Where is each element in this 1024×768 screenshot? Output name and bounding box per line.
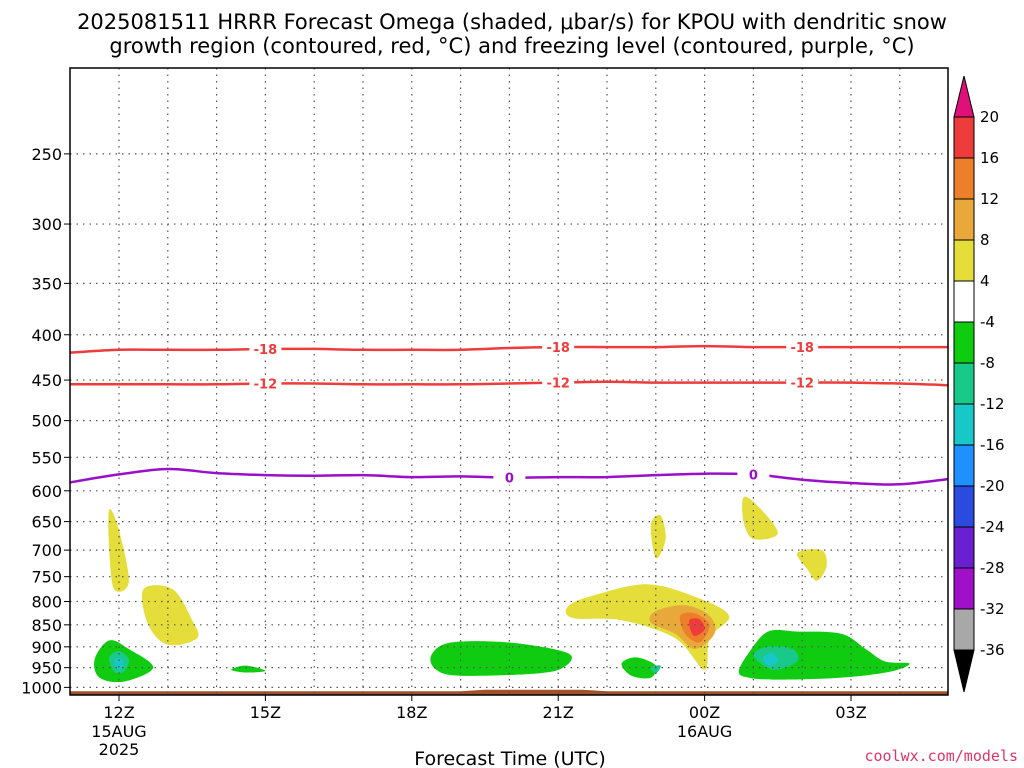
contour-label-bg: [737, 466, 770, 482]
contour-label: -18: [546, 341, 570, 356]
colorbar-label: -28: [980, 559, 1005, 577]
omega-region: [565, 584, 730, 670]
colorbar-bin: [953, 485, 975, 528]
chart-title-line2: growth region (contoured, red, °C) and f…: [109, 34, 914, 58]
contour-label: -12: [546, 377, 570, 392]
y-tick-label: 900: [31, 638, 62, 657]
omega-region: [742, 496, 778, 540]
colorbar-bin: [953, 608, 975, 651]
omega-region: [689, 618, 705, 637]
y-axis-ticks: 250 300 350 400 450 500 550 600 650 700 750 800 850 9…: [21, 145, 70, 697]
contour-label-bg: [249, 375, 282, 391]
y-tick-label: 650: [31, 513, 62, 532]
x-tick-label: 03Z: [835, 703, 866, 722]
colorbar-label: -24: [980, 518, 1005, 536]
contour-label: -18: [254, 343, 278, 358]
y-tick-label: 550: [31, 448, 62, 467]
contour-label: 0: [749, 468, 758, 483]
contour-label: 0: [505, 472, 514, 487]
contour-label-bg: [786, 339, 819, 355]
colorbar-bin: [953, 198, 975, 241]
x-tick-year: 2025: [99, 740, 140, 759]
colorbar-label: 12: [980, 190, 999, 208]
contour-label-bg: [542, 374, 575, 390]
colorbar-bin: [953, 157, 975, 200]
colorbar-label: -20: [980, 477, 1005, 495]
omega-shading: [94, 496, 910, 683]
colorbar-bin: [953, 403, 975, 446]
colorbar-bin: [953, 362, 975, 405]
x-tick-date: 15AUG: [91, 722, 146, 741]
y-tick-label: 300: [31, 215, 62, 234]
plot-area: -18 -18 -18 -12 -12 -12 0 0: [69, 67, 949, 696]
y-tick-label: 700: [31, 541, 62, 560]
y-tick-label: 800: [31, 593, 62, 612]
colorbar-label: -16: [980, 436, 1005, 454]
plot-frame: [69, 67, 949, 696]
omega-region: [430, 641, 572, 676]
colorbar-over-triangle: [953, 75, 975, 118]
temperature-contours: -18 -18 -18 -12 -12 -12 0 0: [69, 339, 949, 487]
contour-label: -12: [790, 377, 814, 392]
omega-region: [650, 665, 661, 674]
x-tick-label: 15Z: [250, 703, 281, 722]
omega-region: [650, 514, 666, 559]
y-tick-label: 950: [31, 659, 62, 678]
colorbar-bin: [953, 567, 975, 610]
y-tick-label: 500: [31, 412, 62, 431]
y-tick-label: 1000: [21, 678, 62, 697]
x-tick-label: 12Z: [103, 703, 134, 722]
y-tick-label: 600: [31, 482, 62, 501]
x-tick-label: 21Z: [543, 703, 574, 722]
colorbar-bin: [953, 444, 975, 487]
colorbar-label: 16: [980, 149, 999, 167]
contour-label-bg: [786, 374, 819, 390]
colorbar-bin: [953, 321, 975, 364]
colorbar-label: 8: [980, 231, 990, 249]
omega-region: [114, 657, 124, 670]
contour-label: -18: [790, 341, 814, 356]
x-tick-label: 00Z: [689, 703, 720, 722]
omega-region: [796, 549, 827, 581]
x-tick-date: 16AUG: [677, 722, 732, 741]
contour-label-bg: [542, 339, 575, 355]
colorbar-label: -8: [980, 354, 995, 372]
colorbar: 20 16 12 8 4 -4 -8 -12 -16 -20 -24 -28 -32 -36: [953, 75, 1005, 693]
colorbar-label: -4: [980, 313, 995, 331]
x-tick-label: 18Z: [396, 703, 427, 722]
colorbar-bin: [953, 526, 975, 569]
credit-text[interactable]: coolwx.com/models: [864, 747, 1018, 765]
omega-region: [763, 653, 778, 666]
colorbar-label: -36: [980, 641, 1005, 659]
y-tick-label: 750: [31, 568, 62, 587]
y-tick-label: 400: [31, 326, 62, 345]
y-tick-label: 350: [31, 274, 62, 293]
x-axis-label: Forecast Time (UTC): [414, 748, 605, 768]
colorbar-label: -12: [980, 395, 1005, 413]
colorbar-label: 20: [980, 108, 999, 126]
contour-label: -12: [254, 377, 278, 392]
y-tick-label: 450: [31, 371, 62, 390]
contour-label-bg: [249, 340, 282, 356]
colorbar-bin: [953, 239, 975, 282]
omega-region: [141, 585, 199, 646]
colorbar-bin: [953, 280, 975, 323]
colorbar-label: -32: [980, 600, 1005, 618]
colorbar-bin: [953, 116, 975, 159]
contour-label-bg: [493, 469, 526, 485]
colorbar-under-triangle: [953, 649, 975, 693]
chart-title-line1: 2025081511 HRRR Forecast Omega (shaded, …: [77, 10, 947, 34]
colorbar-label: 4: [980, 272, 990, 290]
omega-region: [621, 657, 657, 679]
y-tick-label: 850: [31, 616, 62, 635]
y-tick-label: 250: [31, 145, 62, 164]
